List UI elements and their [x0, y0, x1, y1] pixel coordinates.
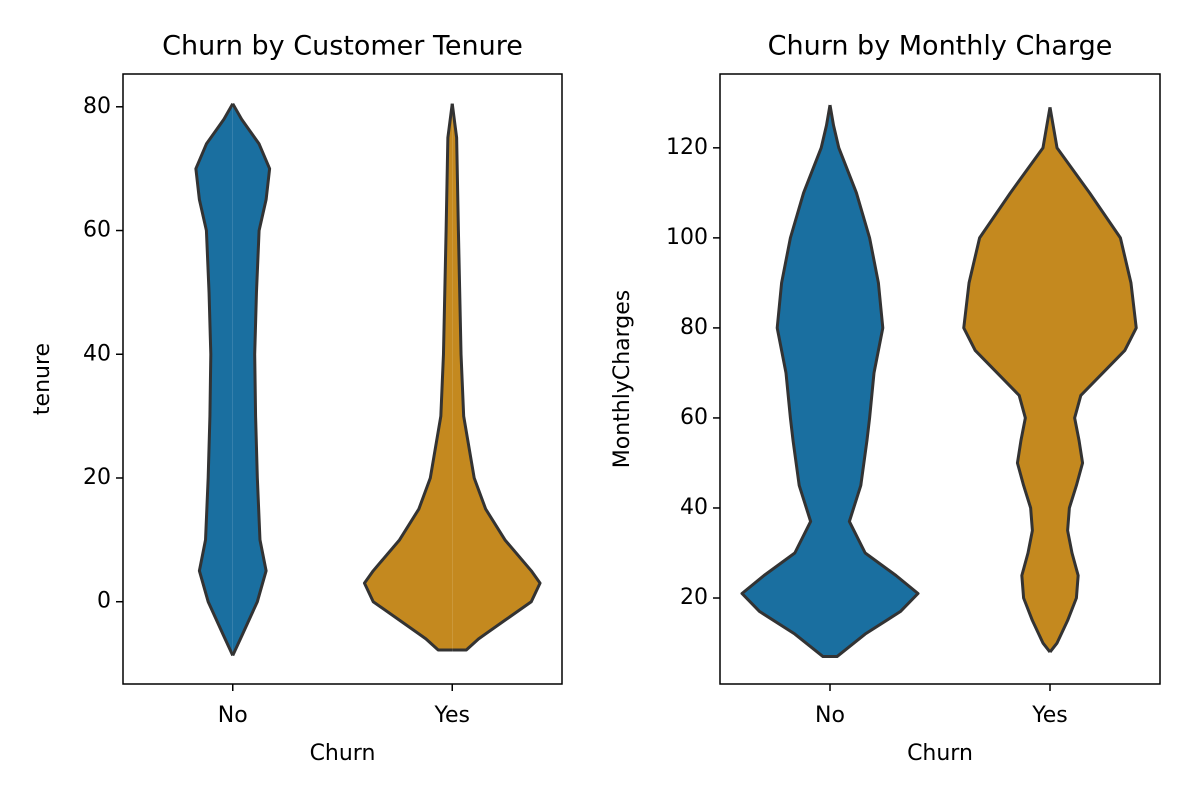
x-tick-label: No [218, 703, 248, 728]
violin-half [962, 107, 1052, 653]
y-tick-label: 100 [666, 225, 708, 250]
violin-half [828, 104, 920, 659]
x-axis-label: Churn [907, 741, 973, 766]
violin-half [740, 104, 832, 659]
x-tick-label: No [815, 703, 845, 728]
chart-title: Churn by Customer Tenure [162, 31, 523, 62]
x-tick-label: Yes [433, 703, 470, 728]
y-tick-label: 0 [97, 589, 111, 614]
y-tick-label: 40 [680, 495, 708, 520]
y-tick-label: 60 [83, 218, 111, 243]
y-tick-label: 40 [83, 341, 111, 366]
violin-half [194, 102, 235, 657]
violin-half [1048, 107, 1138, 653]
axes-frame [719, 73, 1161, 685]
violin-half [450, 103, 542, 652]
y-axis-label: tenure [30, 343, 55, 415]
y-tick-label: 80 [83, 94, 111, 119]
x-tick-label: Yes [1031, 703, 1068, 728]
violin-half [362, 103, 454, 652]
y-axis-label: MonthlyCharges [610, 290, 635, 469]
y-tick-label: 20 [83, 465, 111, 490]
y-tick-label: 20 [680, 585, 708, 610]
y-tick-label: 60 [680, 405, 708, 430]
x-axis-label: Churn [310, 741, 376, 766]
axes-frame [122, 73, 563, 685]
chart-title: Churn by Monthly Charge [768, 31, 1113, 62]
y-tick-label: 80 [680, 315, 708, 340]
violin-half [231, 102, 272, 657]
y-tick-label: 120 [666, 135, 708, 160]
